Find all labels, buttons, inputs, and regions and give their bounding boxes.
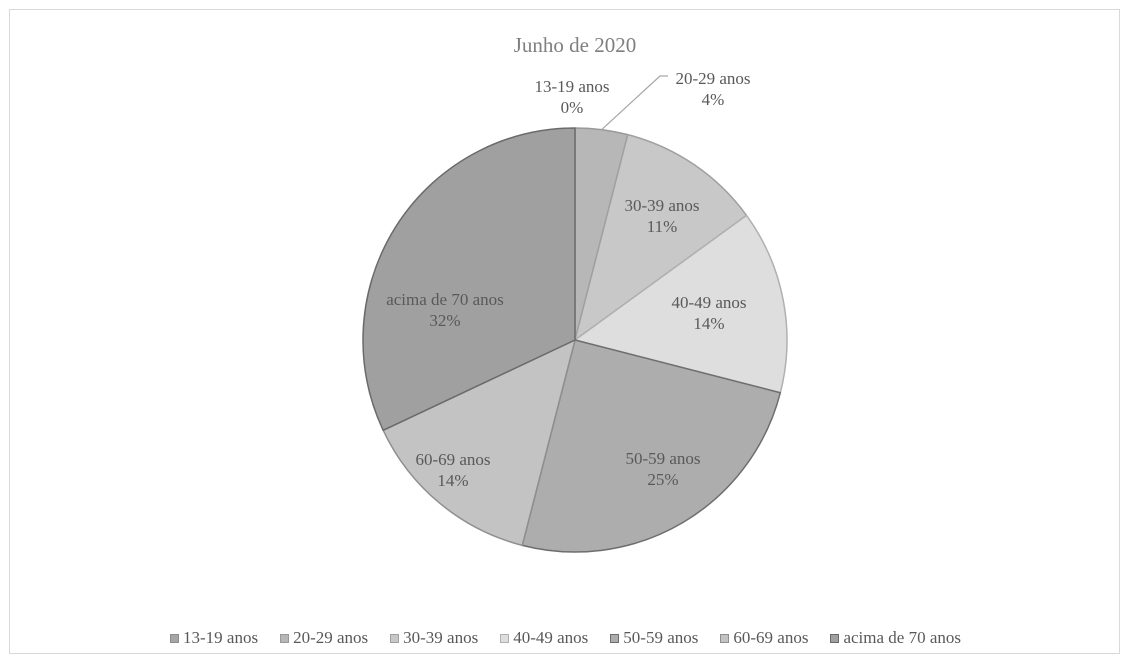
data-label-category: 50-59 anos: [625, 449, 700, 468]
legend-item-20-29-anos[interactable]: 20-29 anos: [280, 628, 368, 648]
data-label-percent: 32%: [429, 311, 460, 330]
legend-swatch: [390, 634, 399, 643]
legend-label: 30-39 anos: [403, 628, 478, 648]
legend-label: 20-29 anos: [293, 628, 368, 648]
legend-label: 40-49 anos: [513, 628, 588, 648]
legend-swatch: [610, 634, 619, 643]
data-label-13-19-anos: 13-19 anos 0%: [534, 77, 609, 117]
legend-item-13-19-anos[interactable]: 13-19 anos: [170, 628, 258, 648]
legend-label: acima de 70 anos: [843, 628, 961, 648]
legend-swatch: [170, 634, 179, 643]
legend-swatch: [280, 634, 289, 643]
data-label-percent: 14%: [693, 314, 724, 333]
data-label-category: acima de 70 anos: [386, 290, 504, 309]
data-label-percent: 25%: [647, 470, 678, 489]
data-label-percent: 11%: [647, 217, 678, 236]
data-label-percent: 0%: [561, 98, 584, 117]
data-label-percent: 14%: [437, 471, 468, 490]
legend-item-40-49-anos[interactable]: 40-49 anos: [500, 628, 588, 648]
legend: 13-19 anos 20-29 anos 30-39 anos 40-49 anos…: [0, 626, 1131, 650]
data-label-category: 60-69 anos: [415, 450, 490, 469]
legend-item-30-39-anos[interactable]: 30-39 anos: [390, 628, 478, 648]
legend-swatch: [720, 634, 729, 643]
chart-title: Junho de 2020: [514, 33, 637, 57]
data-label-20-29-anos: 20-29 anos 4%: [675, 69, 750, 109]
legend-item-60-69-anos[interactable]: 60-69 anos: [720, 628, 808, 648]
legend-label: 13-19 anos: [183, 628, 258, 648]
legend-label: 60-69 anos: [733, 628, 808, 648]
data-label-category: 30-39 anos: [624, 196, 699, 215]
data-label-category: 40-49 anos: [671, 293, 746, 312]
legend-swatch: [500, 634, 509, 643]
legend-swatch: [830, 634, 839, 643]
data-label-category: 13-19 anos: [534, 77, 609, 96]
legend-label: 50-59 anos: [623, 628, 698, 648]
data-label-percent: 4%: [702, 90, 725, 109]
legend-item-acima-de-70-anos[interactable]: acima de 70 anos: [830, 628, 961, 648]
leader-line-20-29-anos: [602, 76, 668, 130]
legend-item-50-59-anos[interactable]: 50-59 anos: [610, 628, 698, 648]
data-label-category: 20-29 anos: [675, 69, 750, 88]
